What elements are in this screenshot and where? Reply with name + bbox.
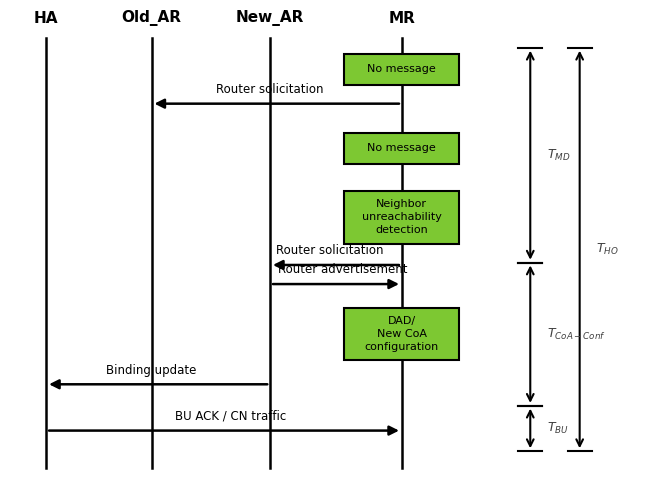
Text: $T_{MD}$: $T_{MD}$ — [547, 148, 571, 163]
Text: Router advertisement: Router advertisement — [278, 263, 407, 277]
Text: Neighbor
unreachability
detection: Neighbor unreachability detection — [362, 199, 442, 235]
Text: Router solicitation: Router solicitation — [216, 83, 324, 96]
Text: New_AR: New_AR — [236, 10, 304, 26]
Text: Router solicitation: Router solicitation — [276, 244, 383, 257]
Text: No message: No message — [368, 64, 436, 75]
Text: Binding update: Binding update — [106, 364, 197, 376]
Text: $T_{HO}$: $T_{HO}$ — [596, 242, 619, 257]
Text: $T_{CoA-Conf}$: $T_{CoA-Conf}$ — [547, 327, 605, 342]
Bar — [344, 132, 460, 164]
Text: $T_{BU}$: $T_{BU}$ — [547, 421, 569, 436]
Text: No message: No message — [368, 143, 436, 153]
Bar — [344, 308, 460, 360]
Text: DAD/
New CoA
configuration: DAD/ New CoA configuration — [365, 316, 439, 353]
Text: HA: HA — [34, 11, 58, 26]
Text: Old_AR: Old_AR — [122, 10, 181, 26]
Text: BU ACK / CN traffic: BU ACK / CN traffic — [175, 410, 286, 423]
Bar — [344, 54, 460, 85]
Text: MR: MR — [388, 11, 415, 26]
Bar — [344, 191, 460, 244]
